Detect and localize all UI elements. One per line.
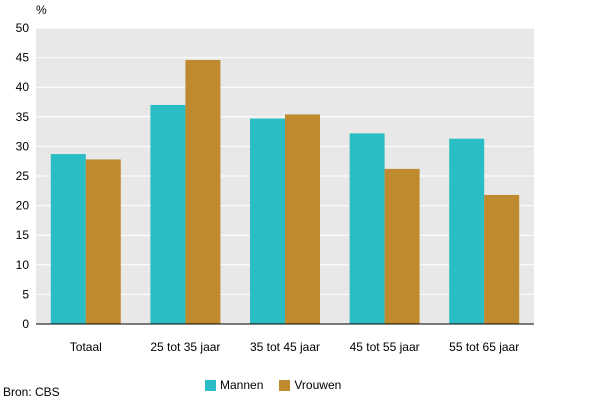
y-tick-label-10: 10: [16, 258, 30, 272]
bar-mannen-1: [150, 104, 186, 325]
y-tick-label-20: 20: [16, 199, 30, 213]
bar-mannen-0: [50, 154, 86, 324]
bar-mannen-2: [250, 118, 285, 325]
y-unit-label: %: [36, 3, 47, 17]
legend-item-mannen: Mannen: [205, 378, 263, 392]
x-category-label-4: 55 tot 65 jaar: [449, 340, 519, 354]
source-note: Bron: CBS: [3, 385, 60, 399]
bar-mannen-3: [349, 133, 385, 324]
legend-label-mannen: Mannen: [220, 378, 264, 392]
legend-swatch-mannen: [205, 379, 216, 391]
x-category-label-1: 25 tot 35 jaar: [150, 340, 220, 354]
y-axis-ticks: 0 5 10 15 20 25 30 35 40 45 50: [16, 21, 30, 331]
legend-item-vrouwen: Vrouwen: [279, 378, 341, 392]
bar-chart: % 0 5 10 15 20 25 30 35 40 45 50 Totaal 25 tot 35 j…: [16, 3, 534, 354]
legend-swatch-vrouwen: [279, 379, 291, 391]
legend: Mannen Vrouwen: [205, 378, 357, 392]
bar-vrouwen-0: [85, 159, 121, 324]
bar-vrouwen-2: [285, 114, 320, 324]
bar-vrouwen-3: [384, 168, 420, 324]
x-category-label-3: 45 tot 55 jaar: [350, 340, 420, 354]
x-axis-labels: Totaal 25 tot 35 jaar 35 tot 45 jaar 45 tot…: [70, 340, 519, 354]
y-tick-label-35: 35: [16, 110, 30, 124]
y-tick-label-5: 5: [22, 287, 29, 301]
y-tick-label-40: 40: [16, 80, 30, 94]
x-category-label-0: Totaal: [70, 340, 102, 354]
bar-vrouwen-1: [185, 59, 221, 325]
y-tick-label-15: 15: [16, 228, 30, 242]
y-tick-label-25: 25: [16, 169, 30, 183]
x-category-label-2: 35 tot 45 jaar: [250, 340, 320, 354]
y-tick-label-0: 0: [22, 317, 29, 331]
bars: [50, 59, 520, 325]
bar-mannen-4: [449, 138, 485, 324]
y-tick-label-50: 50: [16, 21, 30, 35]
bar-vrouwen-4: [484, 194, 520, 324]
y-tick-label-45: 45: [16, 51, 30, 65]
y-tick-label-30: 30: [16, 139, 30, 153]
legend-label-vrouwen: Vrouwen: [294, 378, 342, 392]
